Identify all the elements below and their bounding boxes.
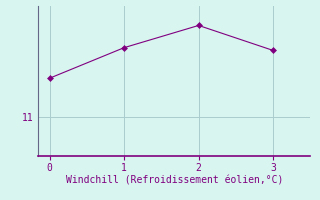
X-axis label: Windchill (Refroidissement éolien,°C): Windchill (Refroidissement éolien,°C) bbox=[66, 176, 283, 186]
